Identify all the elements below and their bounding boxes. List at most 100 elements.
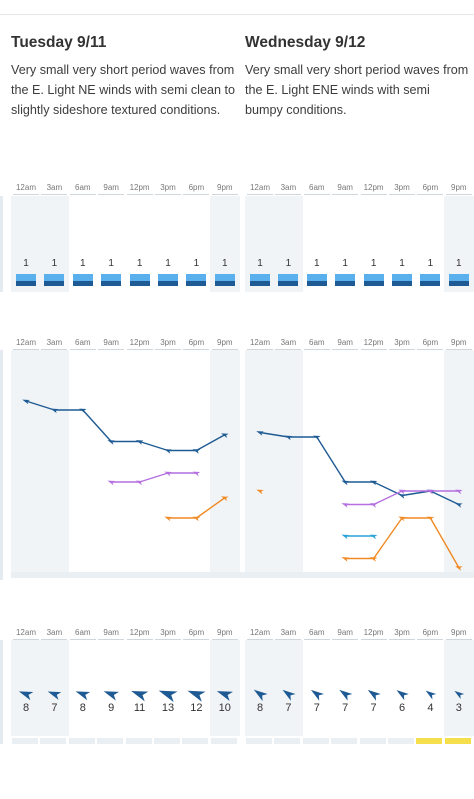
hour-label: 12pm — [126, 183, 153, 195]
swell-chart — [256, 431, 463, 571]
wind-speed-value: 4 — [427, 702, 434, 714]
wave-height-value: 1 — [51, 258, 58, 269]
wave-height-value: 1 — [456, 258, 462, 269]
wave-height-bar — [306, 274, 327, 286]
wave-bar-lower — [250, 281, 270, 286]
forecast-day-tuesday: Tuesday 9/11 Very small very short perio… — [11, 0, 247, 799]
swell-line-segment — [429, 517, 460, 568]
hour-label: 6am — [303, 338, 330, 350]
hour-label: 3am — [41, 628, 68, 640]
wave-height-value: 1 — [257, 258, 263, 269]
hour-label: 3pm — [389, 183, 415, 195]
hour-label: 9pm — [445, 183, 472, 195]
hour-label: 6am — [303, 183, 330, 195]
wave-bar-lower — [101, 281, 122, 286]
swell-point-arrow-icon — [221, 496, 229, 502]
hour-label: 3pm — [389, 628, 415, 640]
hour-labels-row: 12am 3am 6am 9am 12pm 3pm 6pm 9pm — [245, 183, 474, 195]
swell-point-arrow-icon — [369, 534, 378, 540]
forecast-day-wednesday: Wednesday 9/12 Very small very short per… — [245, 0, 474, 799]
swell-point-arrow-icon — [369, 557, 378, 562]
wind-rating-chip — [246, 738, 272, 744]
wave-height-bar — [72, 274, 93, 286]
wind-arrow-icon — [103, 691, 119, 701]
wave-height-bar — [158, 274, 178, 286]
wave-height-bar — [186, 274, 207, 286]
hour-label: 9am — [98, 183, 125, 195]
wind-arrow-icon — [47, 691, 62, 700]
wind-arrow-icon — [253, 689, 268, 702]
wind-rating-chip — [444, 738, 471, 744]
hour-label: 3am — [275, 628, 302, 640]
swell-point-arrow-icon — [369, 480, 378, 486]
wave-height-value: 1 — [193, 258, 200, 269]
night-shade — [209, 350, 240, 572]
wave-bar-lower — [392, 281, 412, 286]
wind-arrow-icon — [339, 689, 353, 701]
wave-bar-lower — [363, 281, 384, 286]
day-title: Wednesday 9/12 — [245, 34, 366, 51]
swell-line-segment — [82, 409, 112, 442]
hour-label: 9am — [332, 183, 359, 195]
night-shade — [11, 640, 70, 736]
wind-arrow-icon — [367, 689, 381, 701]
wave-height-value: 1 — [165, 258, 171, 269]
hour-labels-row: 12am 3am 6am 9am 12pm 3pm 6pm 9pm — [11, 338, 247, 350]
wave-bar-lower — [448, 281, 469, 286]
hour-label: 6pm — [183, 628, 210, 640]
wave-height-value: 1 — [80, 258, 86, 269]
wind-rating-strip — [245, 737, 474, 744]
hour-label: 12am — [13, 338, 39, 350]
hour-label: 9am — [98, 338, 125, 350]
swell-point-arrow-icon — [135, 440, 144, 445]
wind-rating-chip — [68, 738, 95, 744]
hour-label: 12am — [247, 183, 273, 195]
night-shade — [11, 350, 70, 572]
wave-bar-lower — [129, 281, 150, 286]
day-summary: Very small very short period waves from … — [11, 63, 235, 117]
panel-footer — [11, 572, 247, 578]
swell-line-segment — [316, 436, 346, 483]
wind-speed-value: 7 — [51, 702, 58, 714]
hour-label: 6am — [69, 338, 96, 350]
wind-speed-value: 12 — [190, 702, 203, 714]
hour-label: 9pm — [211, 628, 238, 640]
hour-label: 3pm — [155, 183, 181, 195]
wave-height-value: 1 — [222, 258, 228, 269]
swell-line-segment — [373, 490, 403, 506]
night-shade — [245, 350, 304, 572]
wave-height-bar — [363, 274, 384, 286]
hour-labels-row: 12am 3am 6am 9am 12pm 3pm 6pm 9pm — [11, 183, 247, 195]
day-title: Tuesday 9/11 — [11, 34, 107, 51]
wave-height-value: 1 — [342, 258, 348, 269]
swell-point-arrow-icon — [256, 489, 264, 495]
wave-bar-lower — [72, 281, 93, 286]
wave-height-bar — [278, 274, 299, 286]
swell-point-arrow-icon — [455, 566, 463, 571]
hour-label: 9pm — [445, 628, 472, 640]
hour-label: 9pm — [211, 183, 238, 195]
wave-height-bar — [335, 274, 356, 286]
wind-arrow-icon — [310, 689, 324, 701]
hour-label: 9am — [98, 628, 125, 640]
wave-height-panel: 1 1 1 1 1 1 1 1 — [11, 196, 247, 292]
wind-rating-chip — [388, 738, 414, 744]
wind-speed-value: 7 — [313, 702, 320, 714]
hour-label: 6pm — [183, 183, 210, 195]
swell-point-arrow-icon — [455, 503, 463, 508]
swell-line-segment — [259, 431, 289, 438]
wave-height-value: 1 — [314, 258, 320, 269]
wave-bar-lower — [16, 281, 36, 286]
swell-line-segment — [373, 517, 403, 559]
wind-speed-value: 10 — [218, 702, 231, 714]
hour-label: 6pm — [417, 183, 444, 195]
wave-height-bar — [16, 274, 36, 286]
night-shade — [443, 640, 474, 736]
hour-label: 6pm — [417, 338, 444, 350]
wind-rating-chip — [331, 738, 358, 744]
wave-height-value: 1 — [23, 258, 29, 269]
wave-height-bar — [44, 274, 65, 286]
wind-arrow-icon — [216, 691, 234, 701]
wave-height-value: 1 — [136, 258, 143, 269]
wind-arrow-icon — [187, 690, 206, 702]
